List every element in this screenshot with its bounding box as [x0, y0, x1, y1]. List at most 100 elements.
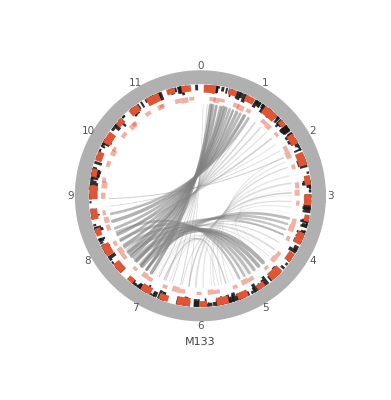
Wedge shape	[302, 206, 311, 210]
Wedge shape	[300, 219, 308, 224]
Wedge shape	[133, 106, 140, 114]
Wedge shape	[204, 298, 207, 307]
Wedge shape	[93, 224, 97, 227]
Wedge shape	[261, 104, 265, 108]
Wedge shape	[243, 94, 249, 101]
Wedge shape	[181, 97, 188, 104]
Wedge shape	[112, 146, 117, 152]
Wedge shape	[194, 299, 197, 307]
Wedge shape	[122, 115, 126, 119]
Wedge shape	[287, 258, 292, 262]
Wedge shape	[271, 114, 277, 120]
Wedge shape	[179, 288, 186, 294]
Wedge shape	[204, 85, 216, 94]
Wedge shape	[280, 265, 285, 270]
Wedge shape	[117, 266, 122, 272]
Wedge shape	[157, 290, 163, 299]
Wedge shape	[99, 148, 102, 152]
Wedge shape	[96, 155, 102, 160]
Wedge shape	[275, 116, 280, 121]
Wedge shape	[308, 190, 312, 192]
Wedge shape	[89, 196, 96, 198]
Wedge shape	[99, 238, 104, 243]
Wedge shape	[91, 214, 100, 217]
Wedge shape	[108, 252, 117, 260]
Text: M133: M133	[185, 337, 216, 347]
Wedge shape	[104, 139, 112, 145]
Text: 5: 5	[262, 303, 269, 313]
Wedge shape	[281, 125, 288, 132]
Wedge shape	[194, 302, 196, 307]
Wedge shape	[106, 224, 111, 231]
Wedge shape	[307, 184, 311, 188]
Wedge shape	[260, 118, 267, 126]
Wedge shape	[294, 148, 301, 153]
Wedge shape	[208, 302, 210, 307]
Wedge shape	[309, 184, 311, 187]
Wedge shape	[150, 96, 155, 102]
Wedge shape	[103, 139, 111, 146]
Wedge shape	[281, 127, 290, 135]
Wedge shape	[278, 120, 286, 128]
Wedge shape	[309, 186, 311, 190]
Wedge shape	[243, 295, 246, 298]
Wedge shape	[228, 88, 233, 94]
Wedge shape	[106, 160, 111, 168]
Wedge shape	[228, 88, 237, 97]
Wedge shape	[103, 139, 111, 146]
Wedge shape	[212, 85, 215, 94]
Wedge shape	[96, 157, 102, 161]
Wedge shape	[101, 181, 108, 189]
Wedge shape	[295, 234, 304, 239]
Wedge shape	[236, 290, 249, 300]
Wedge shape	[206, 304, 208, 307]
Wedge shape	[111, 261, 115, 264]
Wedge shape	[160, 297, 163, 300]
Wedge shape	[102, 210, 106, 216]
Wedge shape	[264, 122, 272, 130]
Text: 1: 1	[262, 78, 269, 88]
Wedge shape	[180, 86, 184, 94]
Wedge shape	[297, 145, 300, 148]
Wedge shape	[279, 125, 287, 132]
Wedge shape	[213, 289, 220, 294]
Wedge shape	[147, 96, 152, 100]
Wedge shape	[215, 86, 218, 94]
Wedge shape	[101, 244, 106, 248]
Wedge shape	[201, 303, 204, 307]
Wedge shape	[181, 85, 191, 93]
Wedge shape	[284, 251, 295, 262]
Wedge shape	[186, 301, 190, 306]
Wedge shape	[261, 106, 278, 122]
Wedge shape	[176, 296, 191, 306]
Wedge shape	[269, 110, 272, 112]
Wedge shape	[214, 86, 217, 92]
Wedge shape	[91, 170, 99, 174]
Wedge shape	[273, 116, 280, 124]
Wedge shape	[113, 240, 118, 246]
Wedge shape	[216, 296, 230, 306]
Wedge shape	[265, 110, 273, 118]
Wedge shape	[109, 258, 113, 261]
Wedge shape	[239, 296, 244, 300]
Wedge shape	[161, 294, 165, 300]
Wedge shape	[304, 200, 312, 204]
Wedge shape	[299, 163, 308, 169]
Wedge shape	[260, 279, 267, 287]
Wedge shape	[133, 266, 138, 272]
Wedge shape	[279, 125, 289, 134]
Wedge shape	[240, 278, 249, 286]
Wedge shape	[273, 267, 281, 275]
Wedge shape	[102, 142, 109, 147]
Wedge shape	[288, 246, 297, 254]
Wedge shape	[145, 110, 152, 117]
Wedge shape	[307, 171, 309, 174]
Wedge shape	[294, 143, 300, 148]
Wedge shape	[94, 161, 102, 166]
Text: 7: 7	[132, 303, 139, 313]
Wedge shape	[236, 104, 245, 112]
Wedge shape	[284, 151, 292, 160]
Wedge shape	[221, 87, 225, 92]
Wedge shape	[129, 122, 138, 130]
Wedge shape	[303, 204, 311, 208]
